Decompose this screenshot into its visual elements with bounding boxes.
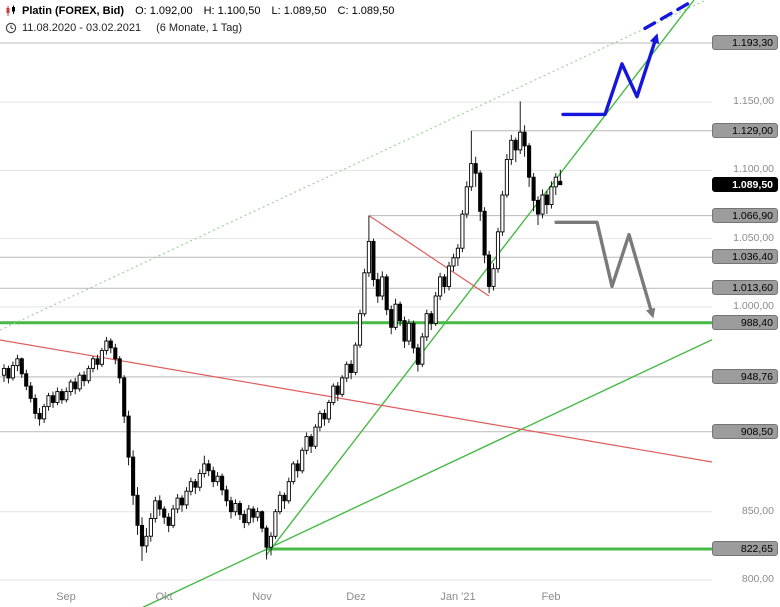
ohlc-close: C: 1.089,50	[338, 5, 395, 17]
price-level-badge: 1.193,30	[712, 35, 778, 50]
high-value: 1.100,50	[217, 5, 261, 17]
instrument-header: Platin (FOREX, Bid) O: 1.092,00 H: 1.100…	[5, 4, 394, 18]
close-value: 1.089,50	[351, 5, 395, 17]
price-axis-label: 850,00	[741, 505, 774, 517]
period-label: (6 Monate, 1 Tag)	[156, 22, 243, 34]
annotations-layer	[554, 0, 692, 319]
price-level-badge: 1.013,60	[712, 280, 778, 295]
time-axis-label: Nov	[252, 591, 272, 603]
price-axis-label: 1.100,00	[733, 163, 774, 175]
date-range-row: 11.08.2020 - 03.02.2021 (6 Monate, 1 Tag…	[5, 21, 242, 35]
ohlc-high: H: 1.100,50	[204, 5, 261, 17]
low-value: 1.089,50	[283, 5, 327, 17]
annotation-bearish-scenario-arrow[interactable]	[554, 220, 654, 316]
price-axis-label: 1.150,00	[733, 95, 774, 107]
price-level-badge: 1.129,00	[712, 123, 778, 138]
annotation-bullish-scenario-arrow[interactable]	[561, 36, 658, 117]
time-axis-label: Feb	[541, 591, 561, 603]
price-level-badge: 988,40	[712, 315, 778, 330]
trendline-short-downtrend-dec[interactable]	[368, 215, 490, 297]
current-price-badge: 1.089,50	[712, 177, 778, 192]
high-label: H:	[203, 5, 215, 17]
trendlines-layer	[0, 0, 713, 607]
time-axis-label: Okt	[155, 591, 173, 603]
price-axis-label: 1.050,00	[733, 232, 774, 244]
annotation-bullish-scenario-dashed-extension[interactable]	[643, 0, 692, 31]
price-level-badge: 948,76	[712, 369, 778, 384]
date-range: 11.08.2020 - 03.02.2021	[22, 22, 142, 34]
price-level-badge: 1.066,90	[712, 208, 778, 223]
candles-layer	[1, 101, 563, 561]
annotation-bullish-scenario-arrow-arrowhead[interactable]	[649, 33, 659, 45]
price-level-badge: 908,50	[712, 424, 778, 439]
open-value: 1.092,00	[149, 5, 193, 17]
price-axis-label: 800,00	[741, 573, 774, 585]
price-level-badge: 1.036,40	[712, 249, 778, 264]
clock-icon	[5, 22, 17, 34]
time-axis-label: Jan '21	[440, 591, 476, 603]
ohlc-open: O: 1.092,00	[135, 5, 193, 17]
levels-layer	[0, 42, 712, 551]
time-axis-label: Dez	[346, 591, 366, 603]
close-label: C:	[337, 5, 349, 17]
price-level-badge: 822,65	[712, 541, 778, 556]
price-axis-label: 1.000,00	[733, 300, 774, 312]
open-label: O:	[135, 5, 147, 17]
candlestick-chart-icon	[5, 5, 17, 17]
gridlines-layer	[0, 101, 712, 581]
instrument-name: Platin (FOREX, Bid)	[22, 5, 125, 17]
time-axis-label: Sep	[56, 591, 76, 603]
trendline-steep-uptrend-from-nov-low[interactable]	[265, 0, 695, 556]
low-label: L:	[271, 5, 281, 17]
trendline-rising-channel-upper-dotted[interactable]	[0, 0, 707, 331]
trendline-rising-channel-lower[interactable]	[142, 339, 713, 607]
ohlc-low: L: 1.089,50	[271, 5, 326, 17]
annotation-bearish-scenario-arrow-arrowhead[interactable]	[646, 307, 656, 319]
